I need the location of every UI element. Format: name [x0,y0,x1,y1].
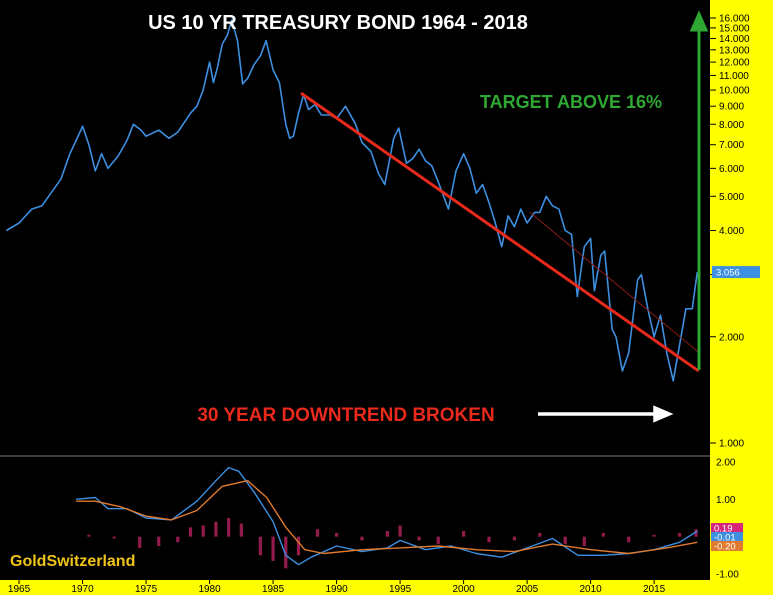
x-tick-label: 1970 [71,584,94,595]
price-series-line [5,19,699,382]
downtrend-line [300,91,700,373]
histogram-bar [461,531,466,537]
x-tick-label: 2010 [579,584,602,595]
histogram-bar [436,536,440,545]
x-tick-label: 1985 [262,584,285,595]
y-tick-label: 4.000 [719,226,744,237]
x-tick-label: 2015 [643,584,666,595]
brand-label: GoldSwitzerland [10,553,135,570]
histogram-bar [227,518,231,537]
histogram-bar [201,525,205,537]
indicator-line-orange [76,480,698,555]
last-value-label: 3.056 [716,268,740,279]
histogram-bar [112,536,116,539]
x-tick-label: 1990 [325,584,348,595]
indicator-y-tick-label: 2.00 [716,458,736,469]
indicator-value-badge [711,541,743,551]
y-tick-label: 2.000 [719,332,744,343]
histogram-bar [398,525,402,537]
y-tick-label: 5.000 [719,192,744,203]
histogram-bar [315,529,320,537]
last-value-badge [712,266,760,279]
indicator-y-tick-label: 1.00 [716,495,736,506]
histogram-bar [360,536,364,541]
x-tick-label: 1995 [389,584,412,595]
indicator-value-label: 0.19 [714,524,733,535]
histogram-bar [677,532,682,537]
histogram-bar [417,536,421,541]
x-tick-label: 1965 [8,584,31,595]
histogram-bar [296,536,301,556]
break-arrow-icon [538,405,674,423]
histogram-bar [385,531,389,537]
histogram-bar [582,536,586,546]
histogram-bar [258,536,262,556]
histogram-bar [214,521,218,537]
y-axis-panel [710,0,773,580]
histogram-bar [563,536,567,545]
downtrend-annotation: 30 YEAR DOWNTREND BROKEN [197,405,494,426]
histogram-bar [284,536,288,569]
x-tick-label: 1980 [198,584,221,595]
secondary-trend-line [529,211,699,353]
target-arrow-icon [689,10,709,370]
histogram-bar [334,532,339,537]
y-tick-label: 12.000 [719,58,750,69]
histogram-bar [157,536,161,546]
histogram-bar [87,534,91,537]
histogram-bar [188,527,193,537]
histogram-bar [538,532,542,537]
histogram-bar [652,534,656,537]
y-tick-label: 1.000 [719,439,744,450]
histogram-bar [271,536,275,561]
y-tick-label: 15.000 [719,23,750,34]
histogram-bar [176,536,180,543]
histogram-bar [138,536,142,548]
y-tick-label: 14.000 [719,34,750,45]
y-tick-label: 8.000 [719,120,744,131]
x-axis-panel [0,580,773,595]
x-tick-label: 1975 [135,584,158,595]
y-tick-label: 9.000 [719,102,744,113]
indicator-value-label: -0.20 [714,542,736,553]
histogram-bar [487,536,491,543]
y-tick-label: 16.000 [719,14,750,25]
x-tick-label: 2005 [516,584,539,595]
axis-layer: 1.0002.0003.0004.0005.0006.0007.0008.000… [8,14,760,595]
plot-layer [5,19,700,382]
indicator-value-badge [711,523,743,533]
y-tick-label: 7.000 [719,140,744,151]
x-tick-label: 2000 [452,584,475,595]
histogram-bar [239,523,243,537]
histogram-bar [512,536,517,541]
histogram-bar [601,532,605,537]
indicator-layer [76,466,698,569]
chart-title: US 10 YR TREASURY BOND 1964 - 2018 [148,12,528,34]
indicator-value-badge [711,532,743,542]
y-tick-label: 10.000 [719,86,750,97]
histogram-bar [694,529,698,537]
indicator-y-tick-label: -1.00 [716,570,739,581]
target-annotation: TARGET ABOVE 16% [480,92,662,112]
indicator-value-label: -0.01 [714,533,736,544]
y-tick-label: 11.000 [719,71,749,82]
y-tick-label: 6.000 [719,164,744,175]
y-tick-label: 13.000 [719,45,750,56]
histogram-bar [627,536,631,543]
